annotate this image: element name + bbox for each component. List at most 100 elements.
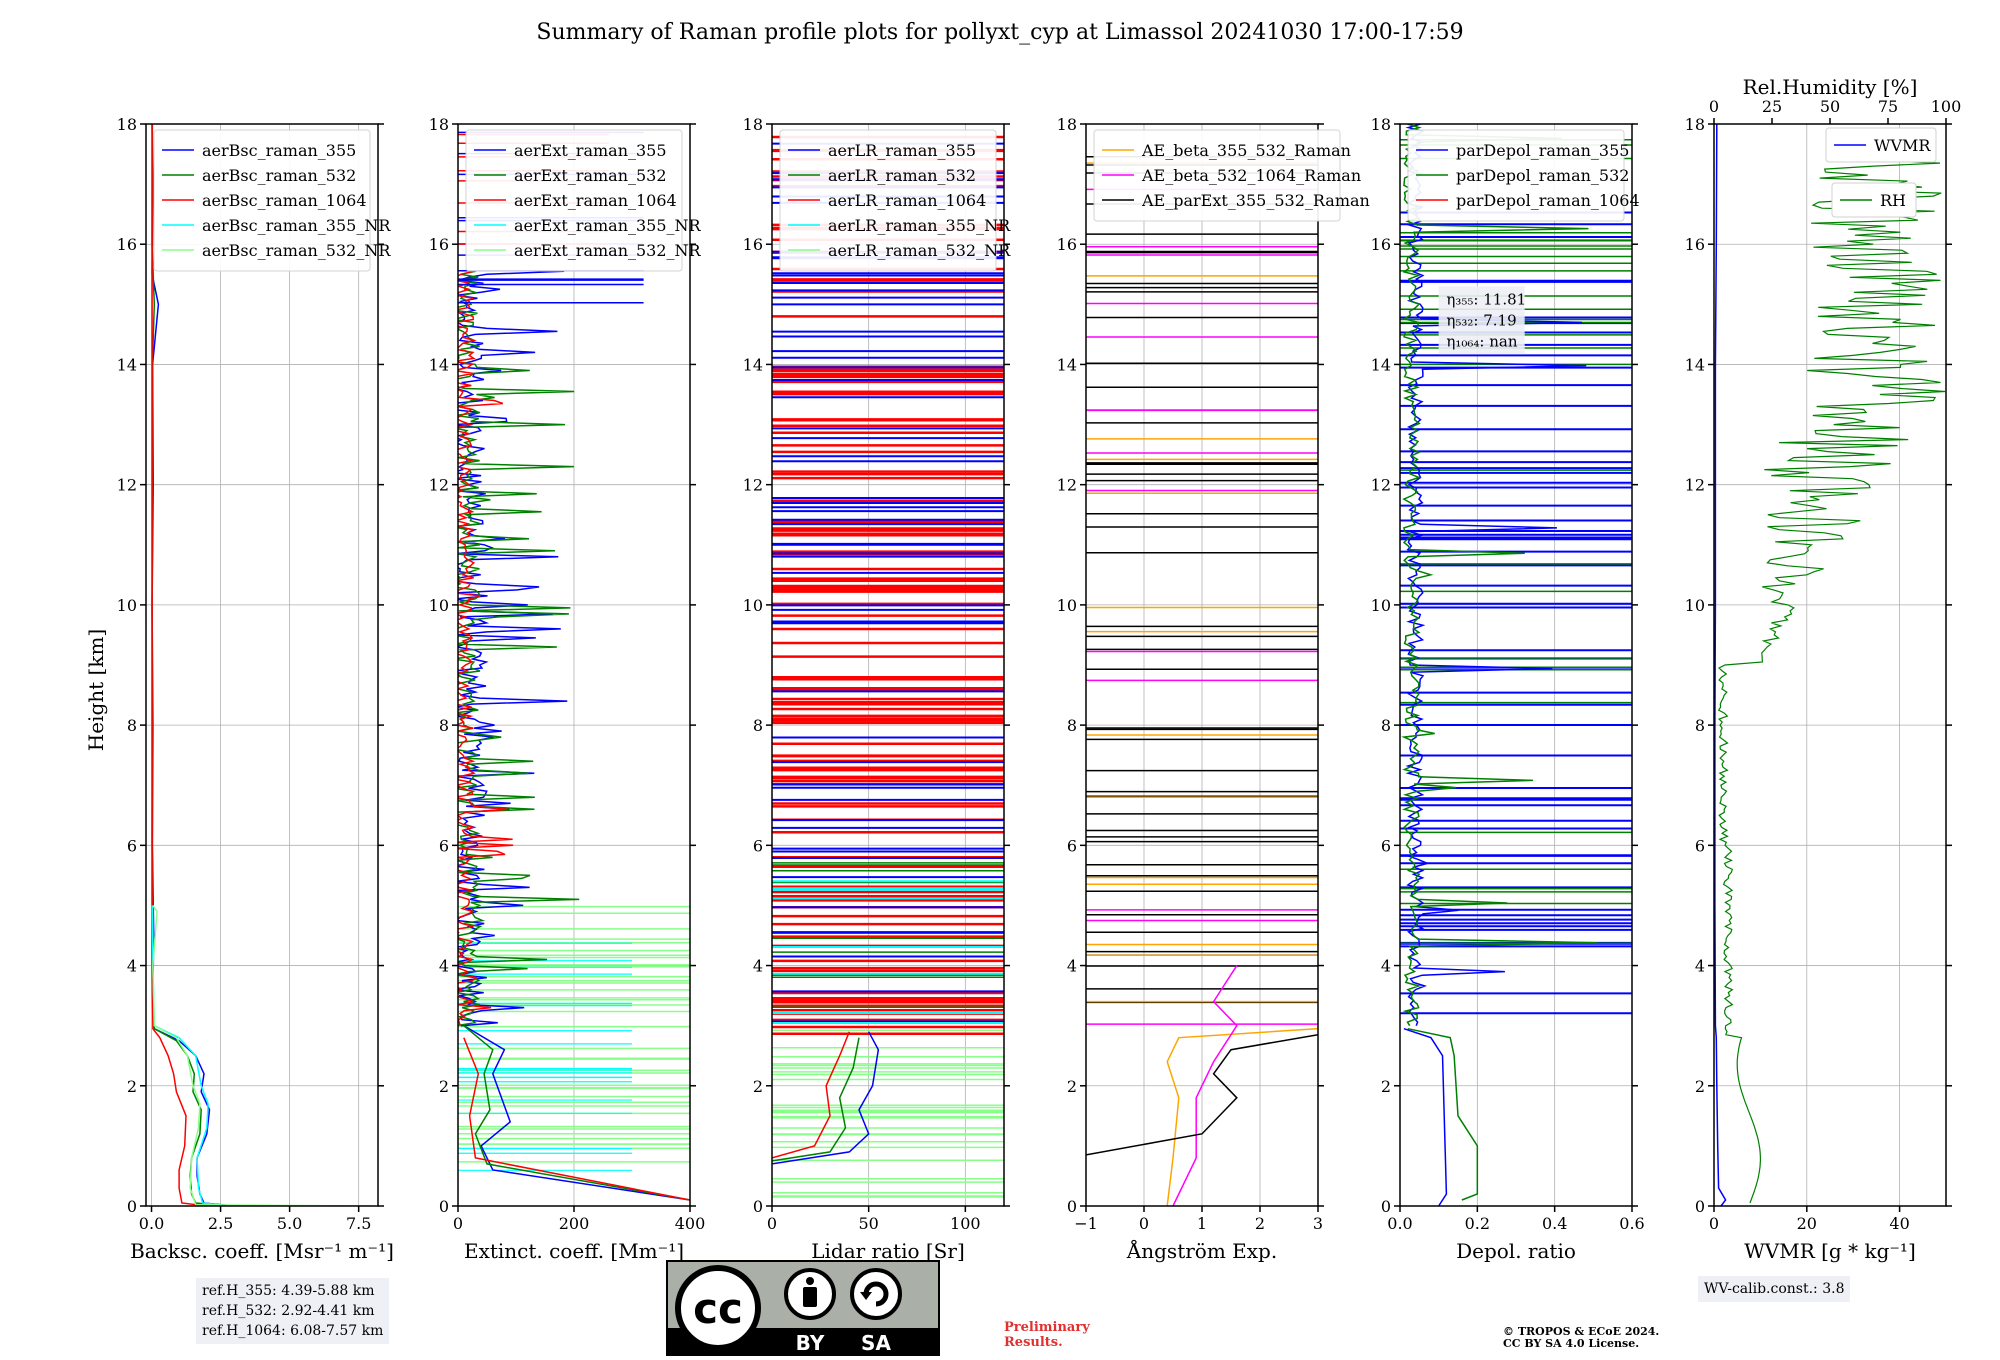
y-tick-label: 12 [1685, 476, 1705, 495]
x-axis-label: Backsc. coeff. [Msr⁻¹ m⁻¹] [130, 1239, 394, 1263]
y-tick-label: 10 [1371, 596, 1391, 615]
y-tick-label: 4 [439, 957, 449, 976]
y-tick-label: 14 [1685, 355, 1705, 374]
y-tick-label: 2 [1695, 1077, 1705, 1096]
y-tick-label: 8 [127, 716, 137, 735]
top-x-tick-label: 75 [1878, 97, 1898, 116]
y-tick-label: 18 [429, 115, 449, 134]
y-tick-label: 6 [753, 836, 763, 855]
y-tick-label: 0 [1381, 1197, 1391, 1216]
series-line [458, 270, 514, 1026]
legend-label: AE_parExt_355_532_Raman [1141, 191, 1370, 210]
series-line [772, 1031, 880, 1165]
panel-lidar-ratio: 0 2 4 6 8 10 12 14 16 18 0 50 100 Lidar ratio [Sr] aer… [743, 115, 1011, 1263]
reference-heights-box: ref.H_355: 4.39-5.88 km ref.H_532: 2.92-… [196, 1278, 390, 1344]
y-tick-label: 4 [127, 957, 137, 976]
x-tick-label: 0 [453, 1214, 463, 1233]
x-tick-label: 0.0 [1387, 1214, 1412, 1233]
legend-label: RH [1880, 191, 1906, 210]
x-tick-label: 20 [1797, 1214, 1817, 1233]
y-tick-label: 0 [127, 1197, 137, 1216]
legend-label: aerBsc_raman_532_NR [202, 241, 391, 260]
legend-label: aerLR_raman_532_NR [828, 241, 1011, 260]
x-tick-label: 1 [1197, 1214, 1207, 1233]
preliminary-line-1: Preliminary [1004, 1320, 1090, 1335]
x-tick-label: 7.5 [346, 1214, 371, 1233]
panel-extinction: 0 2 4 6 8 10 12 14 16 18 0 200 400 Extinct. coeff. [M… [429, 115, 706, 1263]
y-tick-label: 10 [117, 596, 137, 615]
legend-label: parDepol_raman_1064 [1456, 191, 1640, 210]
series-line [1407, 1027, 1479, 1201]
legend-label: aerLR_raman_532 [828, 166, 976, 185]
y-tick-label: 2 [753, 1077, 763, 1096]
y-tick-label: 6 [1381, 836, 1391, 855]
y-tick-label: 10 [1057, 596, 1077, 615]
y-tick-label: 16 [1057, 235, 1077, 254]
y-tick-label: 12 [429, 476, 449, 495]
series-line [151, 124, 235, 1206]
y-tick-label: 16 [1685, 235, 1705, 254]
top-x-tick-label: 100 [1931, 97, 1962, 116]
series-line [1086, 1033, 1318, 1156]
by-label: BY [796, 1331, 825, 1355]
x-axis-label: Depol. ratio [1456, 1239, 1576, 1263]
copyright-line-1: © TROPOS & ECoE 2024. [1503, 1325, 1660, 1338]
legend-label: aerExt_raman_532 [514, 166, 667, 185]
y-tick-label: 2 [439, 1077, 449, 1096]
legend-label: AE_beta_355_532_Raman [1141, 141, 1351, 160]
y-tick-label: 18 [117, 115, 137, 134]
panel-backscatter: 0 2 4 6 8 10 12 14 16 18 0.0 2.5 5.0 7.5 Backsc. coeff… [117, 115, 394, 1263]
y-tick-label: 12 [1371, 476, 1391, 495]
cc-mark: cc [693, 1284, 743, 1333]
legend-box [1825, 127, 1937, 163]
y-tick-label: 6 [1067, 836, 1077, 855]
y-axis-label: Height [km] [84, 629, 108, 751]
legend-box [779, 129, 997, 272]
x-tick-label: 200 [559, 1214, 590, 1233]
legend-label: parDepol_raman_532 [1456, 166, 1629, 185]
x-tick-label: 0.4 [1542, 1214, 1567, 1233]
legend-label: aerExt_raman_1064 [514, 191, 677, 210]
x-axis-label: WVMR [g * kg⁻¹] [1744, 1239, 1916, 1263]
x-tick-label: 5.0 [277, 1214, 302, 1233]
series-line [1172, 965, 1238, 1206]
legend-label: aerLR_raman_355 [828, 141, 976, 160]
series-lidar-ratio [772, 135, 1004, 1198]
y-tick-label: 10 [429, 596, 449, 615]
eta-label: η₅₃₂: 7.19 [1446, 311, 1516, 329]
figure-title: Summary of Raman profile plots for polly… [536, 20, 1464, 45]
legend-label: aerBsc_raman_355 [202, 141, 356, 160]
preliminary-line-2: Results. [1004, 1335, 1063, 1350]
y-tick-label: 8 [1067, 716, 1077, 735]
top-x-axis-label: Rel.Humidity [%] [1743, 75, 1918, 99]
y-tick-label: 8 [1381, 716, 1391, 735]
y-tick-label: 0 [1695, 1197, 1705, 1216]
x-axis-label: Extinct. coeff. [Mm⁻¹] [464, 1239, 684, 1263]
series-wvmr [1714, 124, 1946, 1206]
legend-label: aerBsc_raman_532 [202, 166, 356, 185]
y-tick-label: 12 [743, 476, 763, 495]
y-tick-label: 6 [127, 836, 137, 855]
series-line [463, 1025, 690, 1201]
x-tick-label: 3 [1313, 1214, 1323, 1233]
eta-label: η₁₀₆₄: nan [1446, 332, 1517, 350]
axes-frame [771, 123, 1005, 1207]
y-tick-label: 14 [429, 355, 449, 374]
series-line [1403, 1027, 1448, 1206]
y-tick-label: 8 [753, 716, 763, 735]
legend-box [465, 129, 683, 272]
y-tick-label: 16 [117, 235, 137, 254]
y-tick-label: 6 [1695, 836, 1705, 855]
legend-label: aerExt_raman_532_NR [514, 241, 702, 260]
x-tick-label: 2.5 [208, 1214, 233, 1233]
series-line [1166, 1027, 1318, 1206]
eta-label: η₃₅₅: 11.81 [1446, 290, 1526, 308]
legend-label: parDepol_raman_355 [1456, 141, 1629, 160]
x-axis-label: Ångström Exp. [1126, 1238, 1277, 1263]
y-tick-label: 16 [429, 235, 449, 254]
y-tick-label: 10 [1685, 596, 1705, 615]
series-line [1405, 124, 1587, 1026]
legend-label: aerExt_raman_355 [514, 141, 667, 160]
